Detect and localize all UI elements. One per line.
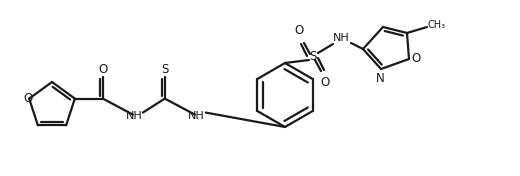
Text: NH: NH bbox=[187, 111, 204, 121]
Text: N: N bbox=[375, 71, 384, 84]
Text: NH: NH bbox=[125, 111, 142, 121]
Text: CH₃: CH₃ bbox=[428, 20, 446, 30]
Text: O: O bbox=[411, 52, 421, 65]
Text: S: S bbox=[161, 63, 168, 76]
Text: O: O bbox=[98, 63, 108, 76]
Text: NH: NH bbox=[333, 33, 349, 43]
Text: O: O bbox=[294, 24, 304, 37]
Text: O: O bbox=[320, 77, 330, 90]
Text: O: O bbox=[23, 92, 33, 105]
Text: S: S bbox=[309, 51, 317, 64]
